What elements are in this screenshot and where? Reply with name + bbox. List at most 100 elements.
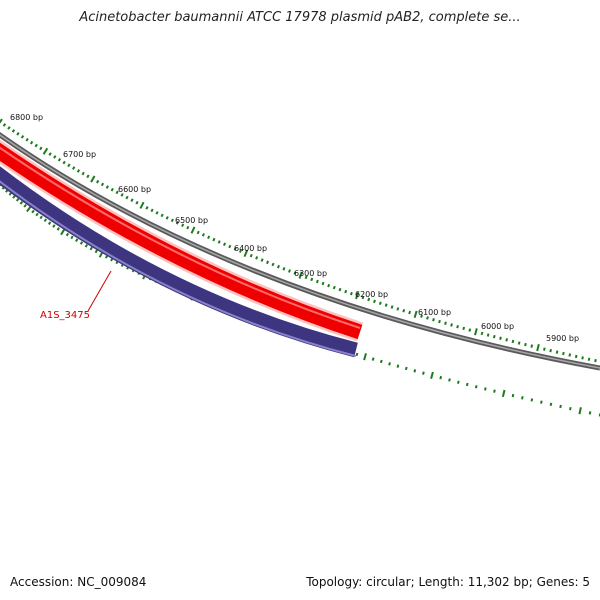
outer-minor-tick bbox=[517, 341, 521, 345]
gene-label-leader bbox=[87, 270, 112, 312]
inner-minor-tick bbox=[35, 212, 39, 217]
outer-minor-tick bbox=[587, 357, 591, 361]
outer-minor-tick bbox=[276, 264, 280, 269]
outer-minor-tick bbox=[11, 129, 16, 133]
outer-minor-tick bbox=[367, 297, 371, 302]
inner-minor-tick bbox=[396, 364, 400, 368]
outer-minor-tick bbox=[543, 347, 546, 351]
inner-minor-tick bbox=[448, 378, 451, 382]
reverse-gene-arc bbox=[0, 166, 358, 358]
outer-minor-tick bbox=[349, 291, 353, 296]
tick-label: 6400 bp bbox=[234, 244, 267, 253]
outer-minor-tick bbox=[568, 353, 572, 357]
outer-minor-tick bbox=[130, 198, 134, 202]
outer-minor-tick bbox=[511, 339, 515, 344]
outer-minor-tick bbox=[186, 225, 190, 230]
outer-minor-tick bbox=[486, 333, 490, 337]
outer-minor-tick bbox=[238, 249, 243, 253]
tick-label: 6800 bp bbox=[10, 113, 43, 122]
outer-major-tick bbox=[243, 249, 249, 257]
outer-minor-tick bbox=[2, 123, 7, 127]
outer-minor-tick bbox=[7, 126, 11, 130]
tick-label: 6500 bp bbox=[175, 216, 208, 225]
outer-minor-tick bbox=[344, 289, 348, 294]
outer-minor-tick bbox=[266, 260, 270, 265]
outer-minor-tick bbox=[155, 211, 159, 215]
inner-major-tick bbox=[578, 407, 582, 415]
outer-minor-tick bbox=[165, 216, 169, 220]
outer-minor-tick bbox=[100, 182, 105, 187]
outer-minor-tick bbox=[315, 279, 319, 284]
inner-minor-tick bbox=[511, 393, 515, 398]
outer-minor-tick bbox=[181, 223, 185, 228]
outer-minor-tick bbox=[321, 281, 325, 286]
inner-minor-tick bbox=[70, 235, 74, 240]
outer-major-tick bbox=[0, 118, 3, 124]
outer-minor-tick bbox=[524, 342, 527, 347]
inner-major-tick bbox=[363, 353, 367, 361]
inner-minor-tick bbox=[39, 215, 43, 220]
outer-minor-tick bbox=[462, 326, 466, 331]
inner-minor-tick bbox=[465, 382, 469, 387]
outer-tick-ring bbox=[0, 118, 597, 363]
inner-minor-tick bbox=[588, 411, 592, 415]
inner-minor-tick bbox=[65, 232, 70, 237]
outer-minor-tick bbox=[72, 166, 76, 170]
outer-minor-tick bbox=[96, 179, 100, 184]
summary-text: Topology: circular; Length: 11,302 bp; G… bbox=[306, 575, 590, 589]
outer-minor-tick bbox=[48, 152, 52, 156]
tick-labels: 6800 bp 6700 bp 6600 bp 6500 bp 6400 bp 6300 … bbox=[10, 113, 579, 343]
inner-minor-tick bbox=[31, 209, 35, 214]
outer-major-tick bbox=[355, 291, 360, 300]
outer-minor-tick bbox=[581, 356, 584, 360]
outer-minor-tick bbox=[480, 331, 484, 336]
outer-minor-tick bbox=[16, 132, 20, 136]
backbone-highlight bbox=[0, 134, 600, 369]
outer-minor-tick bbox=[29, 140, 34, 145]
tick-label: 6200 bp bbox=[355, 290, 388, 299]
inner-minor-tick bbox=[559, 404, 562, 409]
tick-label: 5900 bp bbox=[546, 334, 579, 343]
inner-minor-tick bbox=[569, 406, 572, 411]
gene-label-a1s-3475: A1S_3475 bbox=[40, 310, 90, 321]
forward-gene-shine bbox=[0, 146, 361, 329]
outer-minor-tick bbox=[450, 323, 453, 327]
outer-minor-tick bbox=[396, 307, 400, 311]
outer-minor-tick bbox=[233, 247, 237, 251]
outer-major-tick bbox=[298, 271, 303, 279]
inner-minor-tick bbox=[484, 387, 487, 391]
outer-major-tick bbox=[42, 147, 49, 155]
outer-minor-tick bbox=[25, 137, 29, 142]
outer-minor-tick bbox=[499, 336, 502, 340]
outer-minor-tick bbox=[282, 267, 286, 271]
outer-minor-tick bbox=[196, 230, 200, 235]
outer-minor-tick bbox=[67, 163, 71, 168]
outer-minor-tick bbox=[327, 283, 331, 288]
outer-minor-tick bbox=[432, 318, 435, 322]
outer-minor-tick bbox=[402, 309, 406, 313]
outer-minor-tick bbox=[420, 314, 423, 318]
outer-minor-tick bbox=[150, 208, 154, 213]
reverse-gene-shine bbox=[0, 180, 357, 357]
outer-minor-tick bbox=[81, 171, 85, 176]
outer-minor-tick bbox=[530, 344, 534, 348]
outer-minor-tick bbox=[574, 354, 578, 359]
inner-minor-tick bbox=[43, 218, 48, 223]
outer-minor-tick bbox=[39, 146, 43, 151]
outer-minor-tick bbox=[120, 193, 124, 197]
inner-minor-tick bbox=[474, 385, 478, 389]
outer-minor-tick bbox=[125, 195, 129, 200]
outer-minor-tick bbox=[207, 235, 211, 240]
inner-minor-tick bbox=[84, 244, 88, 248]
inner-minor-tick bbox=[94, 249, 98, 254]
inner-major-tick bbox=[501, 389, 506, 398]
outer-minor-tick bbox=[76, 169, 81, 173]
outer-minor-tick bbox=[438, 319, 441, 324]
outer-major-tick bbox=[413, 310, 418, 318]
outer-minor-tick bbox=[505, 338, 509, 342]
outer-minor-tick bbox=[555, 350, 559, 354]
outer-minor-tick bbox=[170, 218, 174, 223]
tick-label: 6100 bp bbox=[418, 308, 451, 317]
inner-minor-tick bbox=[413, 369, 417, 373]
outer-minor-tick bbox=[160, 213, 164, 218]
